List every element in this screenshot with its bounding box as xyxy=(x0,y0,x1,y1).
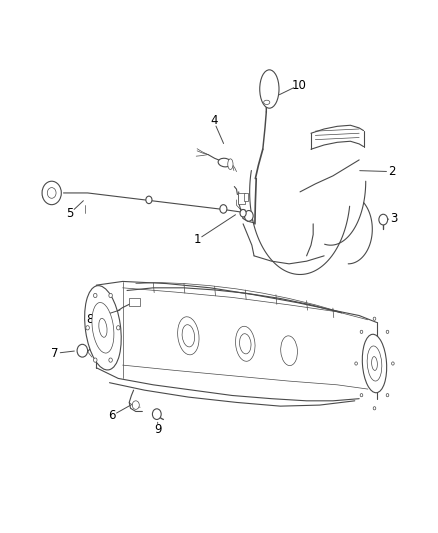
Text: 7: 7 xyxy=(51,347,59,360)
Text: 3: 3 xyxy=(391,212,398,225)
Circle shape xyxy=(360,393,363,397)
Ellipse shape xyxy=(281,336,297,366)
Text: 8: 8 xyxy=(86,313,93,326)
Ellipse shape xyxy=(99,318,107,337)
Ellipse shape xyxy=(218,158,231,167)
Circle shape xyxy=(146,196,152,204)
FancyBboxPatch shape xyxy=(129,298,140,306)
Circle shape xyxy=(77,344,88,357)
FancyBboxPatch shape xyxy=(238,193,245,204)
Ellipse shape xyxy=(228,159,233,169)
Circle shape xyxy=(373,317,376,320)
Circle shape xyxy=(386,393,389,397)
Circle shape xyxy=(152,409,161,419)
Circle shape xyxy=(109,358,112,362)
Ellipse shape xyxy=(178,317,199,355)
Ellipse shape xyxy=(367,346,382,381)
Circle shape xyxy=(220,205,227,213)
Ellipse shape xyxy=(264,100,270,104)
Ellipse shape xyxy=(362,334,387,393)
Text: 4: 4 xyxy=(210,115,218,127)
Ellipse shape xyxy=(240,334,251,354)
Text: 10: 10 xyxy=(291,79,306,92)
Text: 1: 1 xyxy=(193,233,201,246)
Circle shape xyxy=(240,209,246,217)
Circle shape xyxy=(392,362,394,365)
Ellipse shape xyxy=(236,326,255,361)
Circle shape xyxy=(379,214,388,225)
Text: 5: 5 xyxy=(67,207,74,220)
Circle shape xyxy=(86,326,89,330)
FancyBboxPatch shape xyxy=(244,193,248,201)
Circle shape xyxy=(360,330,363,334)
Circle shape xyxy=(355,362,357,365)
Circle shape xyxy=(373,407,376,410)
Circle shape xyxy=(42,181,61,205)
Text: 9: 9 xyxy=(154,423,162,435)
Circle shape xyxy=(47,188,56,198)
Ellipse shape xyxy=(92,303,114,353)
Text: 2: 2 xyxy=(388,165,396,178)
Ellipse shape xyxy=(371,357,378,370)
Ellipse shape xyxy=(182,325,194,347)
Circle shape xyxy=(109,293,112,297)
Circle shape xyxy=(132,401,139,409)
Circle shape xyxy=(93,358,97,362)
Circle shape xyxy=(244,211,253,221)
Ellipse shape xyxy=(85,286,121,370)
Circle shape xyxy=(94,293,97,297)
Circle shape xyxy=(386,330,389,334)
Circle shape xyxy=(117,326,120,330)
Ellipse shape xyxy=(260,70,279,108)
Text: 6: 6 xyxy=(108,409,116,422)
